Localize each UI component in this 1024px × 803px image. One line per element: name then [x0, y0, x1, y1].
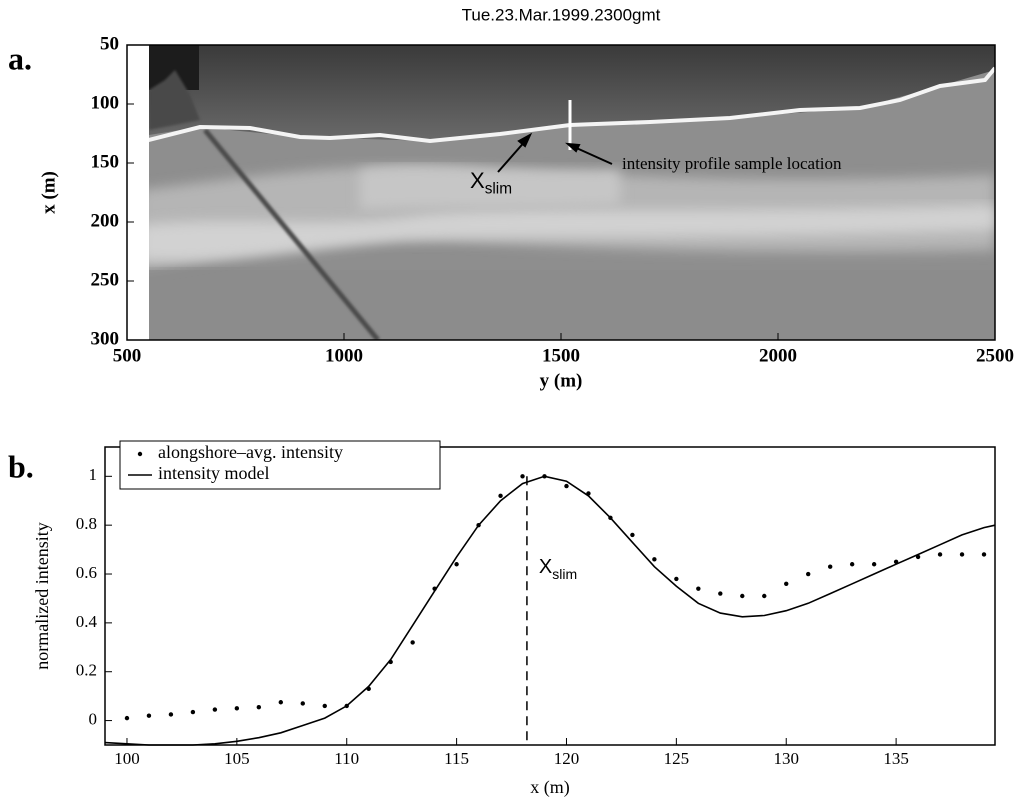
x-tick-label: 2000 — [759, 345, 797, 366]
legend-label: intensity model — [158, 463, 270, 483]
data-point — [674, 576, 679, 582]
annotation-text: X — [470, 168, 485, 193]
x-tick-label: 500 — [113, 345, 142, 366]
axes-frame — [104, 446, 996, 746]
data-point — [256, 704, 262, 710]
x-slim-annotation: Xslim — [470, 168, 512, 198]
data-point — [784, 581, 789, 586]
data-point — [762, 593, 767, 599]
data-point — [278, 700, 284, 705]
y-tick-label: 1 — [89, 465, 98, 484]
x-tick-label: 105 — [224, 749, 250, 768]
y-tick-label: 250 — [91, 269, 120, 290]
y-tick-label: 300 — [91, 328, 120, 349]
y-tick-label: 50 — [100, 33, 119, 54]
x-tick-label: 120 — [554, 749, 580, 768]
panel-label: b. — [8, 448, 34, 484]
data-point — [190, 709, 196, 715]
model-line — [104, 475, 996, 746]
x-tick-label: 135 — [883, 749, 909, 768]
data-point — [168, 712, 174, 717]
y-tick-label: 100 — [91, 92, 120, 113]
x-tick-label: 2500 — [976, 345, 1014, 366]
data-point — [937, 552, 943, 557]
legend-box — [119, 440, 441, 490]
y-tick-label: 200 — [91, 210, 120, 231]
data-point — [520, 474, 525, 479]
data-point — [322, 703, 327, 709]
data-point — [806, 571, 811, 577]
data-point — [630, 532, 635, 538]
data-point — [871, 562, 877, 567]
data-point — [696, 586, 701, 591]
x-tick-label: 130 — [773, 749, 799, 768]
data-point — [212, 707, 218, 712]
y-axis-label: x (m) — [38, 171, 59, 214]
y-tick-label: 0.8 — [76, 514, 97, 533]
y-tick-label: 0 — [89, 709, 98, 728]
x-tick-label: 115 — [444, 749, 469, 768]
y-tick-label: 0.6 — [76, 563, 97, 582]
data-point — [740, 593, 745, 599]
x-tick-label: 110 — [334, 749, 359, 768]
data-point — [652, 557, 657, 562]
x-slim-annotation: Xslim — [539, 556, 577, 581]
x-axis-label: x (m) — [530, 777, 570, 798]
data-point — [454, 562, 459, 567]
data-point — [827, 564, 833, 569]
legend-marker — [137, 451, 143, 457]
y-tick-label: 150 — [91, 151, 120, 172]
annotation-subscript: slim — [552, 566, 577, 582]
legend-label: alongshore–avg. intensity — [158, 442, 343, 462]
x-axis-label: y (m) — [540, 370, 583, 391]
data-point — [849, 562, 855, 567]
panel-label: a. — [8, 40, 32, 76]
data-point — [959, 552, 965, 557]
radar-image — [149, 45, 995, 340]
y-tick-label: 0.2 — [76, 661, 97, 680]
data-point — [146, 713, 152, 718]
x-tick-label: 125 — [664, 749, 690, 768]
data-point — [498, 493, 503, 499]
y-tick-label: 0.4 — [76, 612, 98, 631]
chart-title: Tue.23.Mar.1999.2300gmt — [462, 5, 661, 24]
annotation-subscript: slim — [485, 181, 512, 198]
data-point — [981, 552, 987, 557]
annotation: intensity profile sample location — [622, 154, 842, 173]
annotation-text: X — [539, 556, 552, 578]
x-tick-label: 1500 — [542, 345, 580, 366]
x-tick-label: 100 — [114, 749, 140, 768]
x-tick-label: 1000 — [325, 345, 363, 366]
y-axis-label: normalized intensity — [32, 522, 52, 669]
data-point — [234, 706, 240, 711]
arrows — [497, 132, 613, 173]
data-point — [410, 640, 415, 645]
data-point — [564, 483, 569, 489]
data-point — [718, 591, 723, 596]
data-point — [300, 701, 305, 706]
data-point — [124, 715, 130, 721]
